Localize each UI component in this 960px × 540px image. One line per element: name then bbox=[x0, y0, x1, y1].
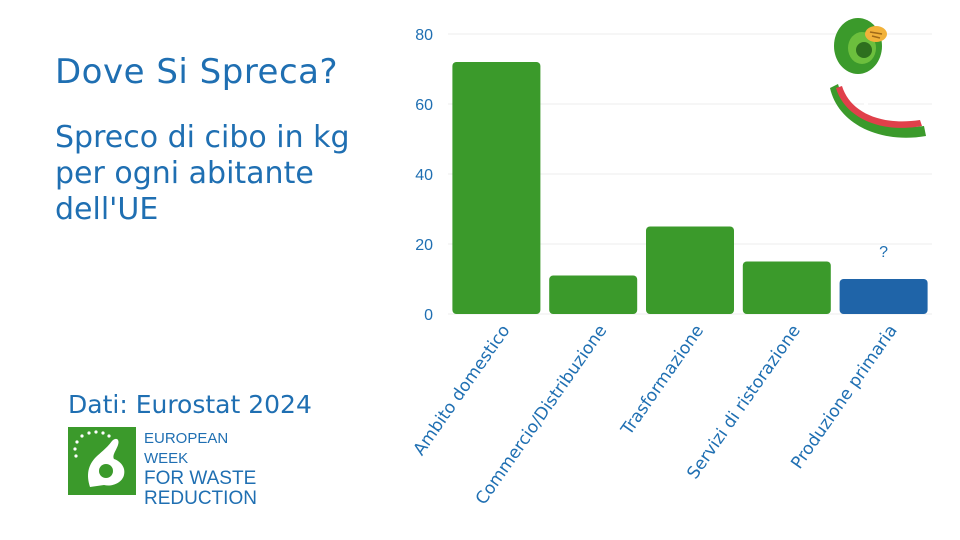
x-tick-label: Produzione primaria bbox=[787, 321, 901, 472]
bar bbox=[742, 261, 831, 314]
y-tick-label: 40 bbox=[415, 167, 433, 184]
ewwr-logo-text: EUROPEAN WEEK FOR WASTE REDUCTION bbox=[144, 429, 268, 509]
chart-subtitle: Spreco di cibo in kg per ogni abitante d… bbox=[55, 120, 350, 227]
logo-line-3: REDUCTION bbox=[144, 488, 257, 509]
bar bbox=[549, 275, 638, 314]
avocado-watermelon-mascot bbox=[830, 18, 926, 138]
ewwr-logo: EUROPEAN WEEK FOR WASTE REDUCTION bbox=[68, 427, 268, 509]
y-tick-label: 80 bbox=[415, 27, 433, 44]
page-title: Dove Si Spreca? bbox=[55, 52, 339, 92]
logo-line-1: EUROPEAN WEEK bbox=[144, 430, 229, 467]
y-tick-label: 0 bbox=[424, 307, 433, 324]
x-tick-label: Trasformazione bbox=[617, 321, 708, 439]
bar bbox=[646, 226, 734, 314]
bar bbox=[839, 279, 928, 314]
hand-stars-icon bbox=[73, 430, 125, 487]
data-source: Dati: Eurostat 2024 bbox=[68, 390, 312, 419]
y-tick-label: 20 bbox=[415, 237, 433, 254]
logo-line-2: FOR WASTE bbox=[144, 468, 257, 489]
bar-annotation: ? bbox=[879, 244, 888, 261]
ewwr-logo-mark bbox=[68, 427, 136, 495]
x-tick-label: Ambito domestico bbox=[410, 321, 515, 459]
x-tick-label: Servizi di ristorazione bbox=[683, 321, 805, 483]
y-tick-label: 60 bbox=[415, 97, 433, 114]
bar bbox=[452, 62, 541, 314]
